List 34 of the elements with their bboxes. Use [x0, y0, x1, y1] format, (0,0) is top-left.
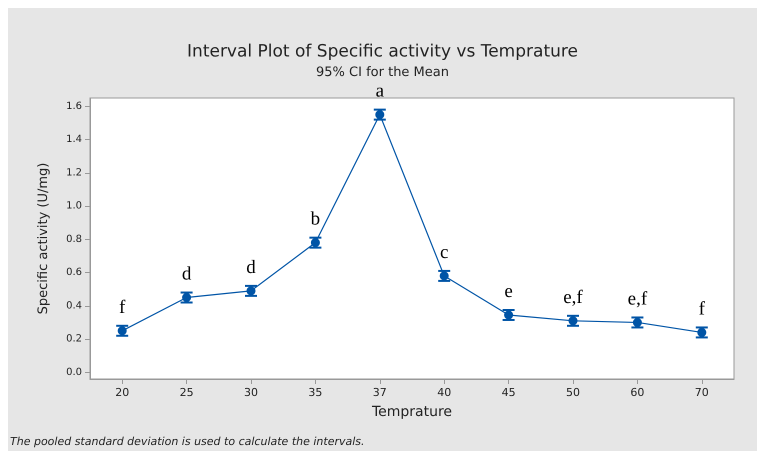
- x-tick-label: 50: [566, 386, 580, 399]
- y-tick-label: 0.2: [66, 334, 82, 345]
- text: The pooled standard deviation is used to calculate the intervals.: [10, 435, 365, 448]
- x-tick-label: 37: [372, 386, 387, 399]
- x-axis-title: Temprature: [370, 404, 452, 420]
- y-tick-label: 1.0: [66, 200, 82, 212]
- annotation: f: [119, 296, 126, 318]
- chart-title: Interval Plot of Specific activity vs Temprature: [187, 42, 578, 62]
- annotation: e,f: [628, 288, 648, 310]
- x-tick-label: 70: [694, 386, 709, 399]
- annotation: a: [376, 80, 385, 102]
- y-tick-label: 0.4: [66, 300, 82, 312]
- x-tick-label: 35: [308, 386, 322, 399]
- x-tick-label: 40: [437, 386, 452, 399]
- y-tick-label: 1.2: [66, 167, 82, 178]
- y-tick-label: 0.6: [66, 267, 82, 278]
- annotation: e,f: [563, 286, 584, 308]
- y-tick-label: 0.0: [66, 366, 82, 378]
- annotation: f: [698, 298, 706, 320]
- annotation: e: [504, 280, 513, 302]
- annotation: d: [246, 256, 256, 278]
- annotation: b: [310, 208, 320, 230]
- y-tick-label: 1.6: [66, 100, 82, 112]
- annotation: d: [182, 264, 192, 285]
- annotation: c: [440, 242, 448, 263]
- x-tick-label: 60: [630, 386, 644, 399]
- y-axis-title: Specific activity (U/mg): [36, 162, 51, 314]
- y-tick-label: 0.8: [66, 234, 82, 245]
- x-tick-label: 30: [244, 386, 258, 399]
- chart-subtitle: 95% CI for the Mean: [316, 65, 449, 80]
- y-tick-label: 1.4: [66, 134, 82, 146]
- x-tick-label: 45: [502, 386, 516, 399]
- x-tick-label: 20: [115, 386, 130, 399]
- x-tick-label: 25: [180, 386, 194, 399]
